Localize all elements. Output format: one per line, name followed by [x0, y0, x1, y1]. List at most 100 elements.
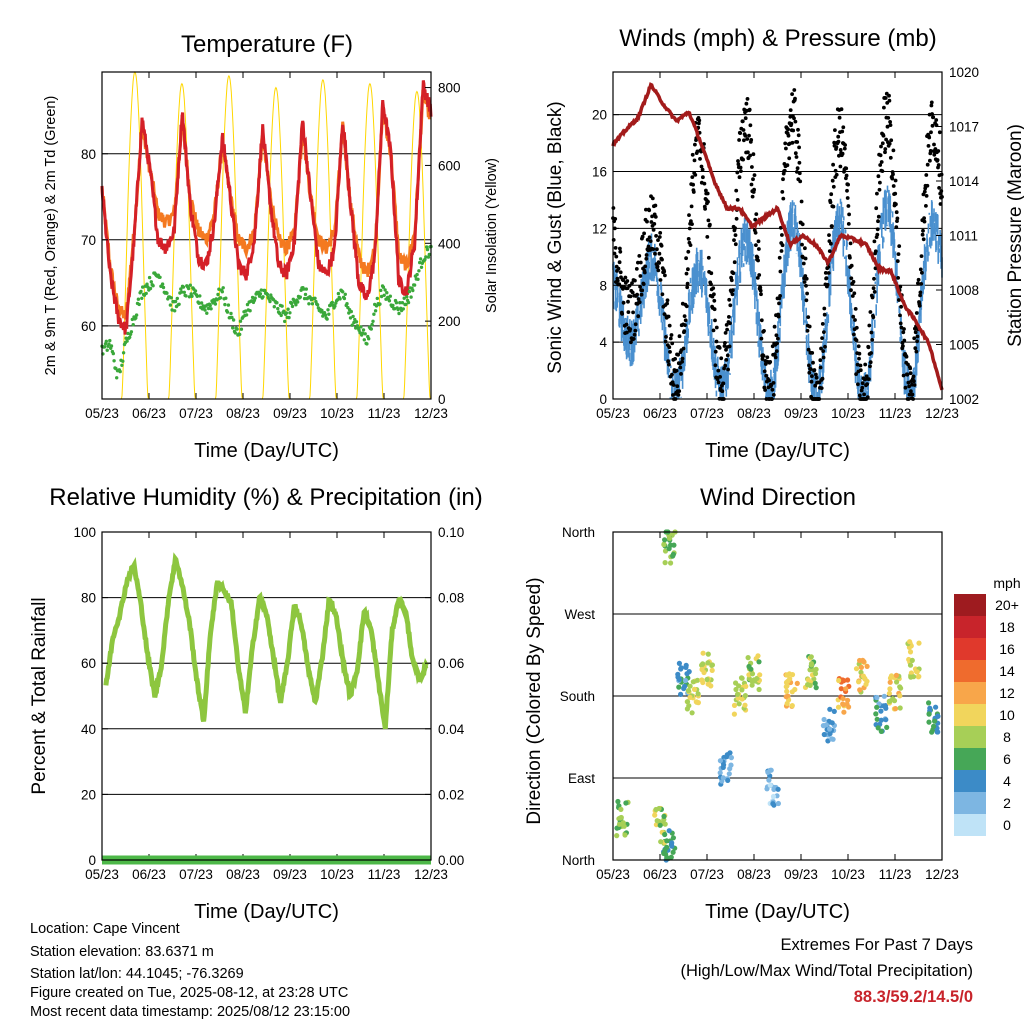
point-gust	[647, 208, 652, 213]
point-gust	[917, 303, 922, 308]
point-wind-direction	[689, 710, 695, 716]
point-gust	[676, 393, 681, 397]
point-2m-dewpoint	[120, 363, 124, 367]
point-gust	[693, 173, 698, 177]
y2-tick-label: 600	[438, 158, 461, 173]
point-2m-dewpoint	[220, 290, 224, 294]
point-2m-dewpoint	[160, 282, 165, 286]
point-gust	[734, 188, 739, 193]
point-2m-dewpoint	[109, 344, 114, 348]
point-gust	[890, 176, 895, 181]
legend-label: 16	[999, 641, 1015, 657]
point-gust	[804, 283, 808, 288]
point-wind-direction	[881, 693, 887, 699]
plot-frame	[101, 531, 432, 861]
point-gust	[919, 254, 924, 258]
point-gust	[936, 163, 941, 167]
point-gust	[613, 217, 618, 221]
point-2m-dewpoint	[250, 295, 255, 300]
point-gust	[683, 323, 687, 327]
point-gust	[786, 127, 790, 132]
point-gust	[819, 386, 824, 390]
point-gust	[834, 145, 839, 150]
point-gust	[826, 271, 831, 275]
y-axis-label-3: Direction (Colored By Speed)	[524, 577, 545, 824]
point-2m-dewpoint	[361, 328, 366, 332]
point-wind-direction	[935, 713, 941, 719]
point-gust	[777, 255, 782, 260]
x-tick-label: 11/23	[368, 406, 401, 421]
point-2m-dewpoint	[181, 285, 186, 289]
point-2m-dewpoint	[362, 338, 366, 342]
point-gust	[893, 178, 898, 183]
point-gust	[829, 241, 833, 246]
point-2m-dewpoint	[427, 252, 431, 257]
x-tick-label: 12/23	[414, 406, 448, 421]
point-gust	[901, 344, 905, 348]
point-wind-direction	[840, 702, 847, 708]
point-gust	[818, 358, 823, 363]
x-axis-label-3: Time (Day/UTC)	[705, 901, 850, 923]
point-gust	[921, 228, 925, 233]
point-gust	[821, 355, 826, 360]
point-gust	[625, 279, 630, 283]
point-2m-dewpoint	[302, 287, 306, 291]
point-wind-direction	[914, 669, 920, 675]
point-gust	[690, 222, 694, 227]
point-gust	[663, 339, 668, 344]
point-gust	[634, 267, 639, 271]
point-gust	[912, 336, 917, 341]
point-gust	[657, 261, 661, 265]
legend-swatch	[954, 770, 986, 792]
point-gust	[633, 278, 637, 283]
point-gust	[690, 175, 695, 180]
point-gust	[713, 349, 718, 354]
y-axis-label-0: 2m & 9m T (Red, Orange) & 2m Td (Green)	[43, 96, 59, 376]
point-2m-dewpoint	[327, 312, 331, 316]
point-wind-direction	[725, 777, 731, 784]
point-gust	[670, 372, 674, 377]
point-gust	[797, 160, 802, 165]
point-gust	[899, 304, 903, 309]
point-wind-direction	[666, 546, 672, 552]
point-wind-direction	[874, 716, 880, 722]
point-wind-direction	[883, 717, 889, 723]
point-2m-dewpoint	[406, 300, 411, 305]
point-wind-direction	[682, 677, 689, 684]
point-gust	[658, 231, 663, 235]
point-gust	[894, 210, 899, 215]
point-2m-dewpoint	[310, 302, 315, 306]
point-wind-direction	[669, 840, 675, 846]
point-gust	[840, 151, 845, 156]
point-2m-dewpoint	[419, 265, 424, 269]
point-gust	[734, 216, 739, 221]
point-2m-dewpoint	[165, 291, 169, 295]
y2-tick-label: 1008	[949, 283, 979, 298]
point-gust	[808, 367, 813, 371]
point-gust	[778, 269, 783, 274]
point-gust	[868, 310, 873, 314]
y-tick-label: 20	[81, 787, 96, 802]
x-tick-label: 05/23	[596, 867, 630, 882]
point-gust	[722, 344, 727, 348]
point-gust	[920, 270, 924, 275]
point-gust	[886, 116, 891, 120]
point-gust	[630, 290, 635, 295]
x-tick-label: 08/23	[226, 406, 260, 421]
point-gust	[922, 216, 926, 221]
point-wind-direction	[836, 677, 842, 684]
point-2m-dewpoint	[392, 307, 397, 311]
point-gust	[918, 267, 923, 272]
point-gust	[678, 365, 683, 370]
point-wind-direction	[676, 684, 682, 690]
point-wind-direction	[678, 665, 684, 671]
point-gust	[928, 149, 933, 153]
x-tick-label: 11/23	[879, 867, 912, 882]
point-gust	[757, 273, 762, 277]
point-2m-dewpoint	[370, 322, 374, 327]
point-wind-direction	[907, 649, 914, 655]
point-2m-dewpoint	[193, 289, 198, 293]
point-wind-direction	[709, 662, 716, 668]
x-tick-label: 07/23	[690, 406, 724, 421]
created-text: Figure created on Tue, 2025-08-12, at 23…	[30, 985, 349, 1001]
